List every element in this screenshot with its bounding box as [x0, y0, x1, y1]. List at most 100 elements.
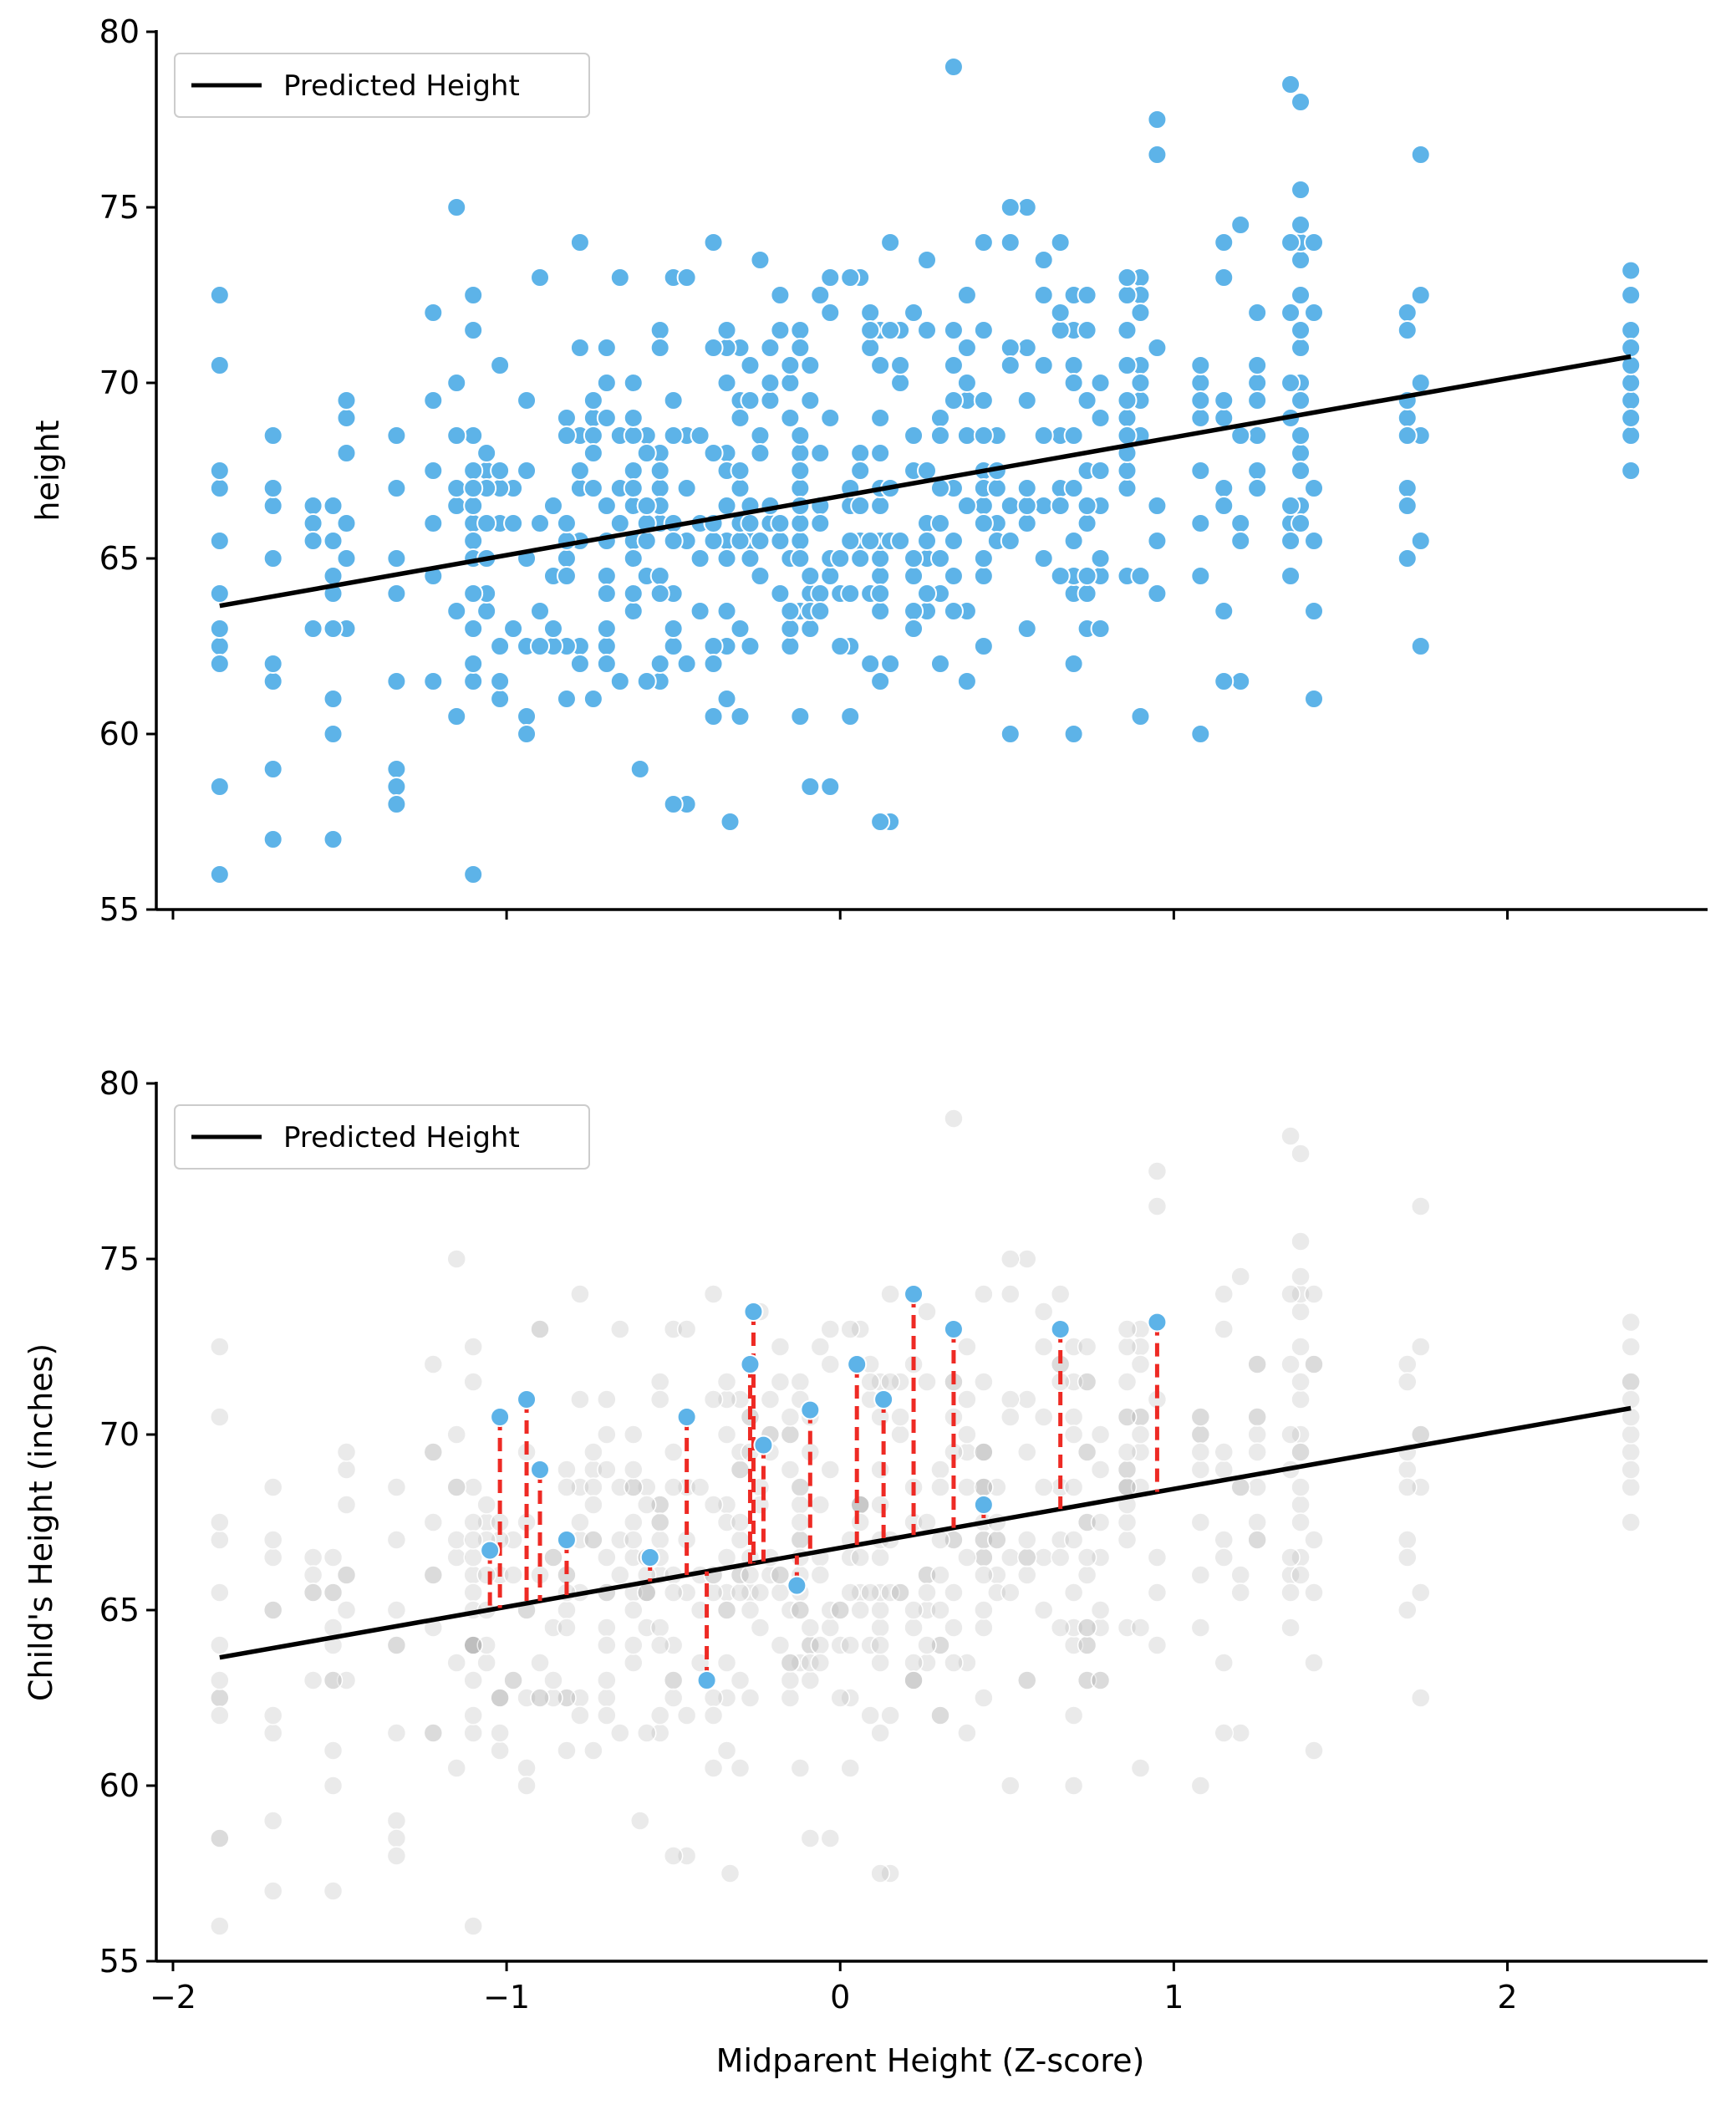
bottom-faded-point: [780, 1670, 801, 1690]
bottom-faded-point: [944, 1618, 964, 1638]
bottom-faded-point: [386, 1530, 407, 1550]
top-scatter-point: [569, 461, 590, 481]
bottom-faded-point: [1077, 1670, 1097, 1690]
bottom-faded-point: [476, 1495, 496, 1515]
top-scatter-point: [530, 636, 551, 656]
bottom-faded-point: [210, 1670, 230, 1690]
top-scatter-point: [209, 636, 230, 656]
bottom-faded-point: [1147, 1161, 1168, 1181]
bottom-faded-point: [850, 1547, 870, 1567]
top-scatter-point: [1117, 408, 1138, 428]
bottom-faded-point: [890, 1425, 910, 1445]
top-scatter-point: [870, 408, 891, 428]
bottom-faded-point: [716, 1582, 737, 1603]
bottom-faded-point: [570, 1389, 590, 1409]
bottom-faded-point: [610, 1319, 630, 1339]
bottom-faded-point: [1017, 1565, 1037, 1585]
bottom-faded-point: [1230, 1565, 1250, 1585]
bottom-highlighted-point: [973, 1495, 994, 1515]
top-y-tick-label: 80: [99, 13, 140, 50]
top-scatter-point: [623, 461, 644, 481]
top-scatter-point: [1063, 724, 1084, 744]
bottom-faded-point: [850, 1600, 870, 1620]
bottom-faded-point: [957, 1389, 977, 1409]
bottom-faded-point: [463, 1512, 483, 1532]
top-scatter-point: [904, 566, 924, 586]
top-scatter-point: [463, 654, 484, 674]
bottom-faded-point: [636, 1723, 657, 1743]
bottom-faded-point: [597, 1688, 617, 1708]
top-scatter-point: [542, 496, 563, 516]
bottom-faded-point: [1291, 1442, 1311, 1462]
top-panel: 55 60 65 70 75 80 height Predicted Height: [29, 13, 1708, 928]
bottom-legend-label: Predicted Height: [283, 1121, 520, 1154]
top-scatter-point: [423, 671, 444, 691]
bottom-faded-point: [1247, 1512, 1267, 1532]
bottom-faded-point: [323, 1670, 344, 1690]
top-scatter-point: [1291, 92, 1311, 112]
top-scatter-point: [1033, 285, 1054, 305]
top-scatter-point: [1147, 496, 1168, 516]
bottom-legend: Predicted Height: [174, 1104, 590, 1170]
bottom-faded-point: [1063, 1618, 1084, 1638]
bottom-faded-point: [930, 1705, 950, 1725]
top-scatter-point: [1230, 513, 1251, 533]
top-scatter-point: [303, 513, 323, 533]
bottom-faded-point: [1050, 1284, 1071, 1304]
bottom-faded-point: [1214, 1442, 1234, 1462]
bottom-faded-point: [800, 1670, 821, 1690]
top-scatter-point: [209, 654, 230, 674]
top-scatter-point: [303, 619, 323, 639]
top-scatter-point: [386, 426, 407, 446]
top-scatter-point: [1247, 390, 1268, 410]
bottom-faded-point: [974, 1477, 994, 1497]
top-scatter-point: [973, 496, 994, 516]
bottom-faded-point: [810, 1337, 831, 1357]
bottom-faded-point: [463, 1565, 483, 1585]
bottom-y-tick-label: 70: [99, 1416, 140, 1453]
top-scatter-point: [1063, 654, 1084, 674]
top-scatter-point: [790, 338, 811, 358]
top-scatter-point: [810, 601, 831, 621]
bottom-faded-point: [870, 1653, 890, 1673]
top-scatter-point: [780, 408, 801, 428]
top-scatter-point: [750, 566, 771, 586]
bottom-faded-point: [703, 1495, 724, 1515]
bottom-faded-point: [1090, 1618, 1111, 1638]
top-scatter-point: [446, 601, 467, 621]
bottom-faded-point: [446, 1249, 466, 1269]
top-scatter-point: [596, 619, 617, 639]
top-scatter-point: [1214, 671, 1235, 691]
top-scatter-point: [517, 724, 537, 744]
bottom-faded-point: [917, 1635, 937, 1655]
top-scatter-point: [880, 232, 901, 252]
bottom-faded-point: [463, 1916, 483, 1936]
bottom-y-tick-label: 55: [99, 1943, 140, 1980]
top-scatter-point: [1247, 373, 1268, 393]
top-scatter-point: [850, 548, 871, 568]
top-scatter-point: [676, 478, 697, 498]
top-scatter-point: [596, 496, 617, 516]
bottom-faded-point: [987, 1530, 1007, 1550]
bottom-faded-point: [890, 1407, 910, 1427]
bottom-faded-point: [630, 1811, 650, 1831]
top-y-tick-label: 70: [99, 364, 140, 401]
bottom-faded-point: [790, 1495, 811, 1515]
bottom-faded-point: [1090, 1460, 1111, 1480]
top-scatter-point: [1214, 408, 1235, 428]
bottom-faded-point: [503, 1670, 523, 1690]
top-scatter-point: [1214, 601, 1235, 621]
top-scatter-point: [1410, 531, 1431, 551]
bottom-faded-point: [303, 1582, 323, 1603]
top-scatter-point: [1117, 268, 1138, 288]
top-scatter-point: [850, 443, 871, 463]
bottom-faded-point: [663, 1477, 684, 1497]
bottom-y-tick-label: 80: [99, 1065, 140, 1102]
bottom-highlighted-point: [480, 1540, 501, 1561]
top-scatter-point: [810, 285, 831, 305]
bottom-faded-point: [262, 1723, 283, 1743]
bottom-faded-point: [840, 1635, 860, 1655]
bottom-faded-point: [800, 1653, 821, 1673]
bottom-highlighted-point: [847, 1354, 868, 1374]
bottom-faded-point: [1077, 1547, 1097, 1567]
